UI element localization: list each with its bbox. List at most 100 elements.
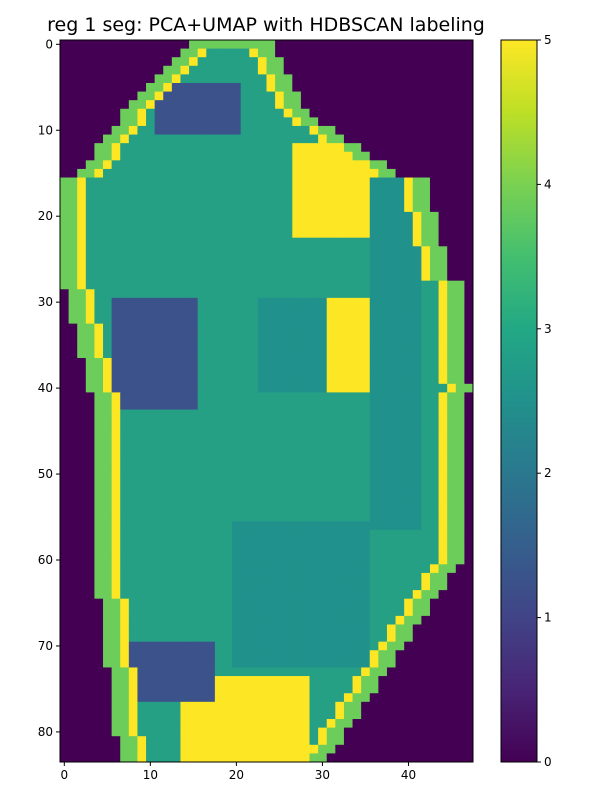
heatmap-cell <box>77 624 87 634</box>
heatmap-cell <box>335 633 345 643</box>
heatmap-cell <box>249 289 259 299</box>
heatmap-cell <box>369 65 379 75</box>
heatmap-cell <box>137 82 147 93</box>
heatmap-cell <box>300 710 311 720</box>
heatmap-cell <box>412 392 422 402</box>
heatmap-cell <box>206 495 216 505</box>
heatmap-cell <box>180 297 190 307</box>
heatmap-cell <box>180 590 190 600</box>
heatmap-cell <box>60 486 70 497</box>
heatmap-cell <box>206 237 216 247</box>
heatmap-cell <box>369 315 379 325</box>
heatmap-cell <box>318 435 328 445</box>
heatmap-cell <box>257 306 267 316</box>
heatmap-cell <box>404 323 414 333</box>
heatmap-cell <box>85 418 95 428</box>
heatmap-cell <box>326 108 336 118</box>
heatmap-cell <box>232 615 242 625</box>
heatmap-cell <box>77 306 87 316</box>
heatmap-cell <box>412 736 422 746</box>
heatmap-cell <box>77 74 87 84</box>
heatmap-cell <box>326 538 336 548</box>
heatmap-cell <box>386 211 397 221</box>
heatmap-cell <box>300 366 311 376</box>
heatmap-cell <box>206 581 216 591</box>
heatmap-cell <box>94 744 104 754</box>
heatmap-cell <box>137 521 147 531</box>
heatmap-cell <box>352 100 362 110</box>
heatmap-cell <box>447 564 457 574</box>
heatmap-cell <box>283 263 293 273</box>
heatmap-cell <box>369 504 379 514</box>
heatmap-cell <box>137 134 147 144</box>
heatmap-cell <box>77 40 87 50</box>
heatmap-cell <box>240 658 250 668</box>
heatmap-cell <box>447 263 457 273</box>
heatmap-cell <box>111 280 121 290</box>
heatmap-cell <box>361 521 371 531</box>
heatmap-cell <box>447 452 457 462</box>
heatmap-cell <box>275 590 285 600</box>
heatmap-cell <box>111 633 121 643</box>
heatmap-cell <box>232 572 242 582</box>
heatmap-cell <box>189 615 199 625</box>
heatmap-cell <box>309 349 319 359</box>
heatmap-cell <box>120 701 130 711</box>
heatmap-cell <box>103 469 113 479</box>
heatmap-cell <box>283 48 293 58</box>
heatmap-cell <box>412 306 422 316</box>
heatmap-cell <box>352 443 362 454</box>
heatmap-cell <box>318 315 328 325</box>
heatmap-cell <box>60 581 70 591</box>
heatmap-cell <box>455 590 465 600</box>
heatmap-cell <box>197 581 207 591</box>
heatmap-cell <box>60 676 70 686</box>
heatmap-cell <box>352 315 362 325</box>
heatmap-cell <box>214 667 224 677</box>
heatmap-cell <box>326 100 336 110</box>
heatmap-cell <box>361 211 371 221</box>
heatmap-cell <box>429 57 440 67</box>
heatmap-cell <box>180 375 190 385</box>
heatmap-cell <box>386 220 397 230</box>
heatmap-cell <box>361 220 371 230</box>
heatmap-cell <box>343 194 354 204</box>
heatmap-cell <box>77 607 87 617</box>
heatmap-cell <box>386 177 397 187</box>
heatmap-cell <box>335 607 345 617</box>
heatmap-cell <box>94 323 104 333</box>
heatmap-cell <box>85 753 95 763</box>
heatmap-cell <box>146 143 156 153</box>
heatmap-cell <box>438 254 448 264</box>
heatmap-cell <box>85 375 95 385</box>
heatmap-cell <box>232 650 242 660</box>
heatmap-cell <box>300 693 311 703</box>
heatmap-cell <box>421 323 431 333</box>
heatmap-cell <box>378 151 388 161</box>
heatmap-cell <box>94 452 104 462</box>
heatmap-cell <box>197 641 207 651</box>
heatmap-cell <box>447 615 457 625</box>
heatmap-cell <box>103 306 113 316</box>
heatmap-cell <box>94 91 104 101</box>
heatmap-cell <box>232 684 242 694</box>
heatmap-cell <box>68 194 78 204</box>
heatmap-cell <box>429 486 440 497</box>
heatmap-cell <box>429 186 440 196</box>
heatmap-cell <box>283 615 293 625</box>
heatmap-cell <box>120 529 130 540</box>
heatmap-cell <box>275 246 285 256</box>
heatmap-cell <box>335 504 345 514</box>
heatmap-cell <box>240 40 250 50</box>
heatmap-cell <box>352 615 362 625</box>
heatmap-cell <box>68 684 78 694</box>
heatmap-cell <box>68 615 78 625</box>
heatmap-cell <box>154 564 164 574</box>
heatmap-cell <box>189 710 199 720</box>
heatmap-cell <box>352 229 362 239</box>
heatmap-cell <box>223 340 233 350</box>
heatmap-cell <box>137 211 147 221</box>
heatmap-cell <box>68 211 78 221</box>
heatmap-cell <box>111 177 121 187</box>
heatmap-cell <box>128 74 138 84</box>
